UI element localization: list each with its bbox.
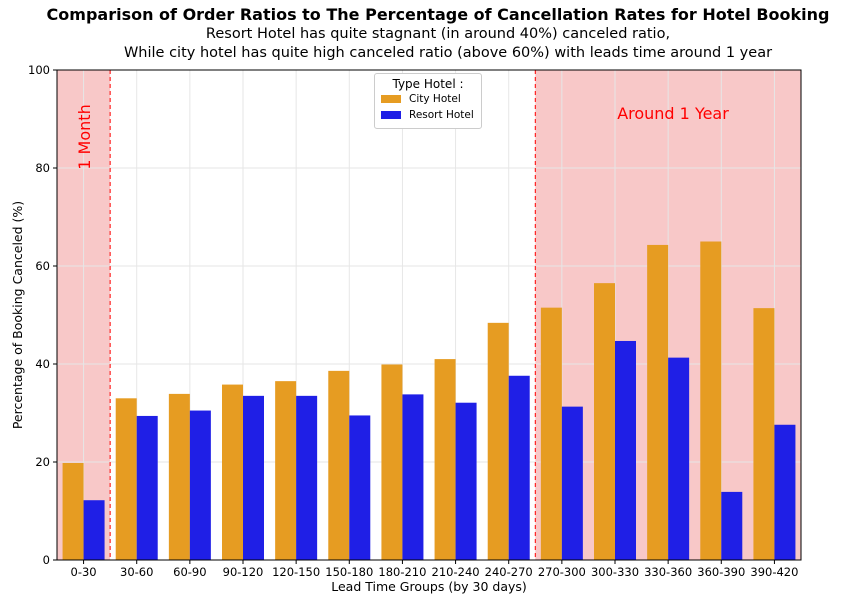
bar-city-hotel-300-330 (594, 283, 615, 560)
legend-entry-city-hotel: City Hotel (381, 91, 481, 107)
x-axis-ticks: 0-30 30-60 60-90 90-120 120-150 150-180 180-21… (71, 560, 798, 579)
bar-city-hotel-240-270 (487, 322, 509, 560)
legend-title: Type Hotel : (392, 77, 464, 91)
legend-label-city-hotel: City Hotel (409, 93, 461, 105)
x-tick-label: 360-390 (697, 565, 745, 579)
chart-legend: Type Hotel : City Hotel Resort Hotel (374, 73, 482, 129)
bar-resort-hotel-270-300 (561, 406, 583, 560)
x-tick-label: 270-300 (538, 565, 586, 579)
x-tick-label: 240-270 (485, 565, 533, 579)
y-tick-label: 80 (35, 161, 50, 175)
y-tick-label: 40 (35, 357, 50, 371)
bar-resort-hotel-180-210 (402, 394, 424, 560)
bar-city-hotel-120-150 (275, 381, 297, 560)
bar-city-hotel-270-300 (540, 307, 562, 560)
x-tick-label: 180-210 (378, 565, 426, 579)
legend-swatch-resort-hotel (381, 111, 401, 119)
x-tick-label: 0-30 (71, 565, 97, 579)
bar-city-hotel-180-210 (381, 364, 403, 560)
x-tick-label: 90-120 (223, 565, 264, 579)
highlight-regions (57, 70, 801, 560)
bar-resort-hotel-60-90 (189, 410, 211, 560)
y-tick-label: 60 (35, 259, 50, 273)
y-axis-label: Percentage of Booking Canceled (%) (10, 201, 25, 429)
y-tick-label: 0 (43, 553, 50, 567)
bar-city-hotel-360-390 (700, 241, 722, 560)
bar-city-hotel-90-120 (222, 384, 243, 560)
bar-city-hotel-390-420 (753, 308, 775, 560)
legend-swatch-city-hotel (381, 95, 401, 103)
bar-resort-hotel-120-150 (296, 395, 318, 560)
plot-frame (56, 69, 802, 561)
legend-entry-resort-hotel: Resort Hotel (381, 107, 481, 123)
x-tick-label: 150-180 (325, 565, 373, 579)
bar-city-hotel-30-60 (115, 398, 137, 560)
x-tick-label: 120-150 (272, 565, 320, 579)
bar-resort-hotel-300-330 (615, 340, 636, 560)
chart-subtitle-line-1: Resort Hotel has quite stagnant (in arou… (205, 26, 671, 42)
annotation-1-month: 1 Month (75, 104, 94, 169)
x-axis-label: Lead Time Groups (by 30 days) (331, 579, 527, 594)
x-tick-label: 300-330 (591, 565, 639, 579)
y-axis-ticks: 0 20 40 60 80 100 (28, 63, 57, 567)
annotation-around-1-year: Around 1 Year (617, 104, 729, 123)
bars (62, 241, 796, 560)
x-tick-label: 390-420 (750, 565, 798, 579)
bar-resort-hotel-330-360 (668, 357, 690, 560)
bar-resort-hotel-210-240 (455, 402, 477, 560)
divider-lines (109, 70, 536, 560)
bar-resort-hotel-360-390 (721, 491, 743, 560)
bar-resort-hotel-390-420 (774, 424, 796, 560)
bar-city-hotel-0-30 (62, 462, 84, 560)
bar-resort-hotel-150-180 (349, 415, 371, 560)
bar-city-hotel-330-360 (647, 244, 669, 560)
bar-city-hotel-210-240 (434, 359, 456, 560)
bar-city-hotel-60-90 (168, 393, 190, 560)
y-tick-label: 20 (35, 455, 50, 469)
x-tick-label: 30-60 (120, 565, 153, 579)
y-tick-label: 100 (28, 63, 50, 77)
bar-city-hotel-150-180 (328, 370, 350, 560)
bar-resort-hotel-90-120 (243, 395, 264, 560)
chart-title: Comparison of Order Ratios to The Percen… (46, 5, 830, 24)
legend-label-resort-hotel: Resort Hotel (409, 109, 474, 121)
x-tick-label: 330-360 (644, 565, 692, 579)
bar-resort-hotel-0-30 (83, 500, 105, 560)
chart-subtitle-line-2: While city hotel has quite high canceled… (123, 45, 773, 61)
x-tick-label: 210-240 (432, 565, 480, 579)
bar-resort-hotel-240-270 (508, 375, 530, 560)
bar-resort-hotel-30-60 (136, 415, 158, 560)
x-tick-label: 60-90 (173, 565, 206, 579)
